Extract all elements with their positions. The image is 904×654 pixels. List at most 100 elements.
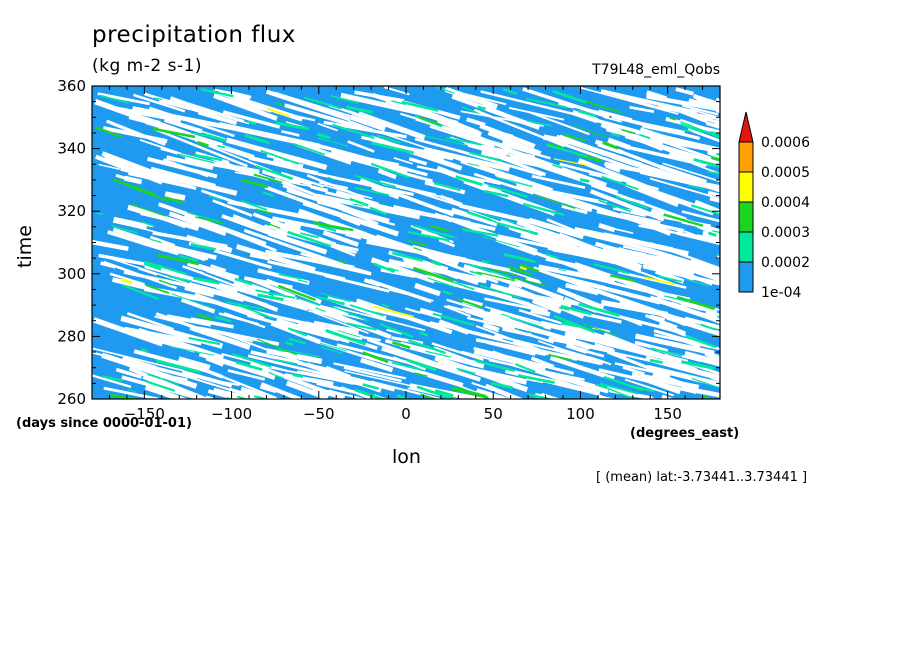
wet-streak (349, 304, 384, 317)
dry-streak (649, 295, 720, 324)
wet-streak (158, 279, 173, 286)
wet-streak (615, 195, 649, 210)
dry-streak (684, 351, 720, 381)
dry-streak (393, 156, 413, 165)
wet-streak (316, 132, 331, 140)
dry-streak (98, 163, 120, 170)
wet-streak (716, 315, 720, 329)
dry-streak (227, 369, 266, 381)
wet-streak (430, 260, 442, 267)
dry-streak (581, 349, 605, 358)
dry-streak (360, 135, 454, 161)
dry-streak (480, 90, 582, 117)
dry-streak (461, 328, 504, 342)
dry-streak (661, 172, 720, 197)
wet-streak (332, 123, 375, 139)
wet-streak (676, 295, 716, 310)
wet-streak (419, 331, 429, 337)
wet-streak (407, 358, 437, 372)
dry-streak (678, 384, 720, 399)
dry-streak (335, 190, 379, 208)
wet-streak (391, 341, 411, 350)
wet-streak (192, 276, 221, 285)
dry-streak (635, 130, 713, 160)
wet-streak (327, 176, 335, 181)
dry-streak (212, 199, 253, 218)
wet-streak (312, 221, 354, 232)
wet-streak (95, 126, 123, 139)
dry-streak (645, 355, 720, 388)
wet-streak (560, 304, 592, 316)
colorbar-label: 1e-04 (761, 285, 801, 301)
dry-streak (600, 89, 698, 115)
wet-streak (503, 253, 536, 264)
wet-streak (231, 352, 272, 368)
wet-streak (456, 367, 476, 375)
wet-streak (346, 322, 377, 331)
dry-streak (257, 268, 310, 285)
dry-streak (260, 382, 357, 399)
dry-streak (459, 256, 486, 268)
wet-streak (260, 149, 300, 165)
dry-streak (92, 239, 129, 252)
dry-streak (274, 91, 353, 118)
dry-streak (684, 316, 720, 337)
dry-streak (180, 297, 216, 314)
wet-streak (146, 380, 176, 392)
dry-streak (446, 298, 485, 313)
dry-streak (490, 387, 536, 399)
wet-streak (193, 153, 223, 162)
dry-streak (414, 137, 466, 154)
dry-streak (577, 266, 616, 283)
dry-streak (248, 391, 323, 399)
wet-streak (296, 297, 321, 307)
dry-streak (285, 380, 329, 399)
dry-streak (624, 378, 675, 397)
wet-streak (553, 314, 595, 334)
dry-streak (115, 173, 138, 184)
wet-streak (274, 101, 283, 107)
dry-streak (439, 194, 463, 207)
dry-streak (450, 207, 498, 227)
dry-streak (467, 141, 508, 158)
wet-streak (650, 347, 683, 358)
dry-streak (501, 325, 554, 344)
wet-streak (712, 230, 720, 238)
x-tick-label: −100 (211, 405, 252, 423)
dry-streak (127, 204, 200, 232)
wet-streak (177, 153, 215, 164)
dry-streak (623, 236, 688, 256)
dry-streak (404, 307, 421, 314)
dry-streak (213, 248, 273, 270)
colorbar-segment (738, 141, 754, 173)
wet-streak (427, 277, 455, 288)
wet-streak (643, 276, 676, 286)
dry-streak (190, 317, 234, 329)
dry-streak (284, 103, 365, 131)
wet-streak (153, 97, 163, 101)
wet-streak (121, 284, 160, 301)
wet-streak (602, 141, 619, 150)
colorbar-segment (738, 171, 754, 203)
dry-streak (343, 366, 402, 383)
dry-streak (574, 227, 674, 253)
wet-streak (578, 302, 621, 317)
dry-streak (296, 370, 354, 385)
dry-streak (484, 383, 561, 399)
wet-streak (434, 389, 454, 398)
dry-streak (683, 230, 720, 258)
wet-streak (285, 341, 294, 346)
dry-streak (213, 387, 282, 399)
dry-streak (328, 389, 417, 399)
wet-streak (346, 105, 374, 114)
wet-streak (371, 141, 415, 155)
wet-streak (681, 360, 716, 371)
dry-streak (345, 230, 362, 240)
dry-streak (484, 306, 562, 330)
wet-streak (196, 140, 209, 148)
dry-streak (235, 244, 316, 273)
wet-streak (522, 202, 565, 217)
dry-streak (113, 216, 154, 228)
dry-streak (115, 367, 143, 379)
wet-streak (282, 349, 321, 358)
